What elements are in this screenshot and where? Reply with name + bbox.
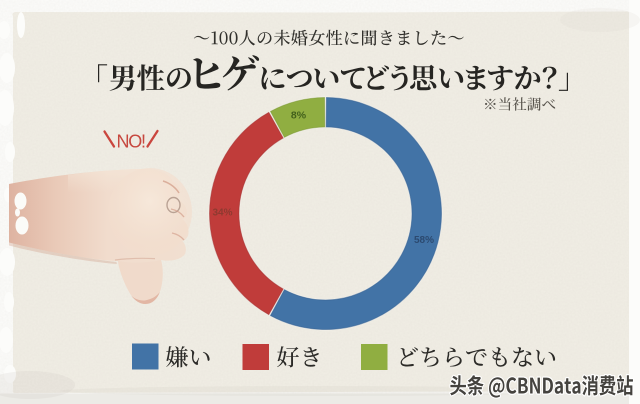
- svg-text:8%: 8%: [291, 110, 307, 122]
- svg-text:34%: 34%: [212, 208, 232, 219]
- svg-text:58%: 58%: [414, 235, 434, 246]
- svg-text:NO!: NO!: [117, 132, 147, 152]
